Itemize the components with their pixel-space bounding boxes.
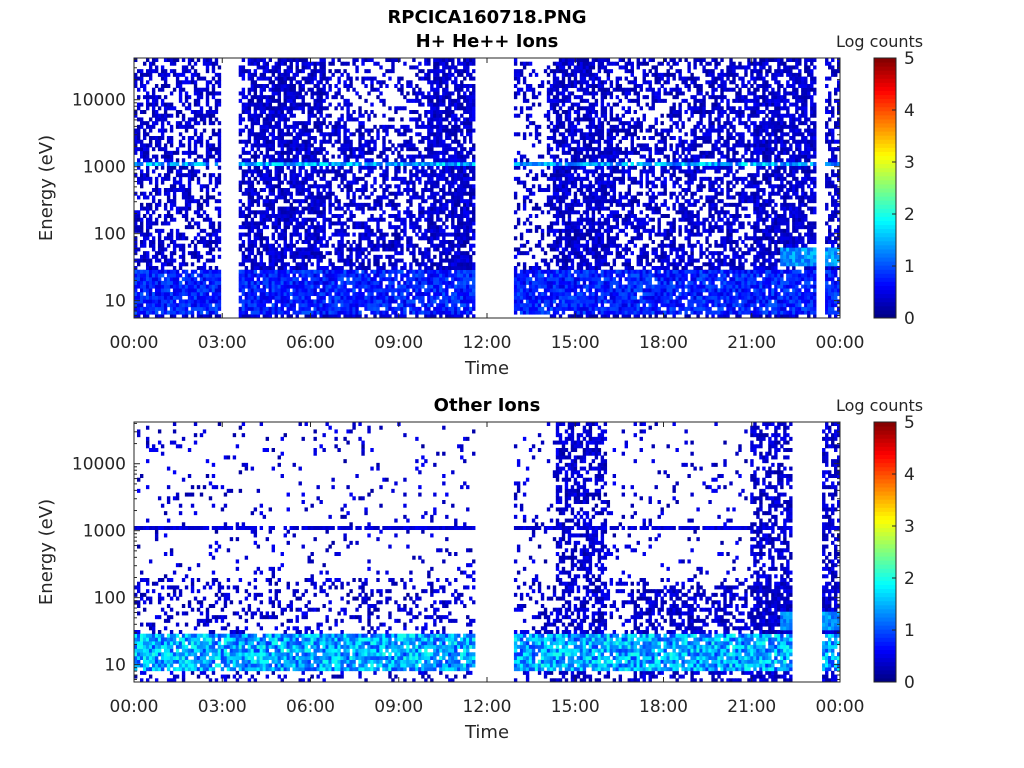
colorbar-label-top: Log counts xyxy=(836,32,924,51)
y-tick-label: 1000 xyxy=(83,522,126,542)
colorbar xyxy=(873,57,897,319)
x-tick-label: 12:00 xyxy=(463,333,512,353)
colorbar-tick-label: 1 xyxy=(904,257,915,277)
colorbar-label-bottom: Log counts xyxy=(836,396,924,415)
y-tick-label: 10 xyxy=(104,656,126,676)
colorbar-tick-label: 4 xyxy=(904,465,915,485)
x-tick-label: 00:00 xyxy=(110,697,159,717)
figure-title: RPCICA160718.PNG xyxy=(387,7,587,28)
x-tick-label: 00:00 xyxy=(816,333,865,353)
colorbar-tick-label: 0 xyxy=(904,673,915,693)
panel-title-top: H+ He++ Ions xyxy=(415,31,559,52)
x-tick-label: 06:00 xyxy=(286,697,335,717)
y-axis-label: Energy (eV) xyxy=(36,135,57,241)
colorbar-tick-label: 5 xyxy=(904,413,915,433)
colorbar-tick-label: 3 xyxy=(904,517,915,537)
colorbar-tick-label: 2 xyxy=(904,569,915,589)
x-tick-label: 12:00 xyxy=(463,697,512,717)
x-tick-label: 18:00 xyxy=(639,333,688,353)
colorbar-tick-label: 3 xyxy=(904,153,915,173)
spectrogram-other-ions: 00:00 03:00 06:00 09:00 12:00 15:00 18:00 21:00… xyxy=(36,413,915,743)
x-axis-label: Time xyxy=(464,358,509,379)
colorbar-tick-label: 4 xyxy=(904,101,915,121)
colorbar-tick-label: 0 xyxy=(904,309,915,329)
x-tick-label: 03:00 xyxy=(198,333,247,353)
y-tick-label: 100 xyxy=(94,589,126,609)
x-tick-label: 03:00 xyxy=(198,697,247,717)
x-tick-label: 00:00 xyxy=(816,697,865,717)
x-tick-label: 15:00 xyxy=(551,333,600,353)
y-tick-label: 10 xyxy=(104,292,126,312)
x-axis-label: Time xyxy=(464,722,509,743)
spectrogram-h-he-ions: 00:00 03:00 06:00 09:00 12:00 15:00 18:00 21:00… xyxy=(36,49,915,379)
y-tick-label: 10000 xyxy=(72,91,126,111)
colorbar-tick-label: 1 xyxy=(904,621,915,641)
y-tick-label: 10000 xyxy=(72,455,126,475)
y-axis-label: Energy (eV) xyxy=(36,499,57,605)
y-tick-label: 1000 xyxy=(83,158,126,178)
x-tick-label: 09:00 xyxy=(374,697,423,717)
x-tick-label: 00:00 xyxy=(110,333,159,353)
x-tick-label: 21:00 xyxy=(727,697,776,717)
colorbar-tick-label: 2 xyxy=(904,205,915,225)
x-tick-label: 06:00 xyxy=(286,333,335,353)
x-tick-label: 18:00 xyxy=(639,697,688,717)
panel-title-bottom: Other Ions xyxy=(433,395,541,416)
y-tick-label: 100 xyxy=(94,225,126,245)
x-tick-label: 15:00 xyxy=(551,697,600,717)
x-tick-label: 21:00 xyxy=(727,333,776,353)
spectrogram-image xyxy=(134,58,841,319)
colorbar-tick-label: 5 xyxy=(904,49,915,69)
x-tick-label: 09:00 xyxy=(374,333,423,353)
spectrogram-image xyxy=(134,422,841,683)
colorbar xyxy=(873,421,897,683)
